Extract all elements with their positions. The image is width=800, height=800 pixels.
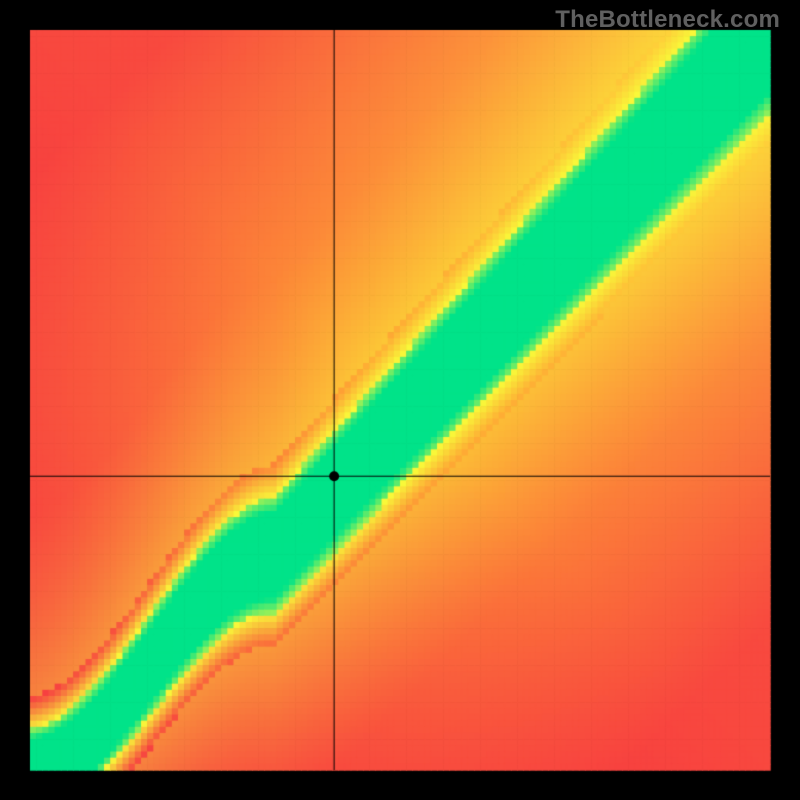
chart-container: TheBottleneck.com — [0, 0, 800, 800]
heatmap-canvas — [0, 0, 800, 800]
watermark-text: TheBottleneck.com — [555, 6, 780, 34]
